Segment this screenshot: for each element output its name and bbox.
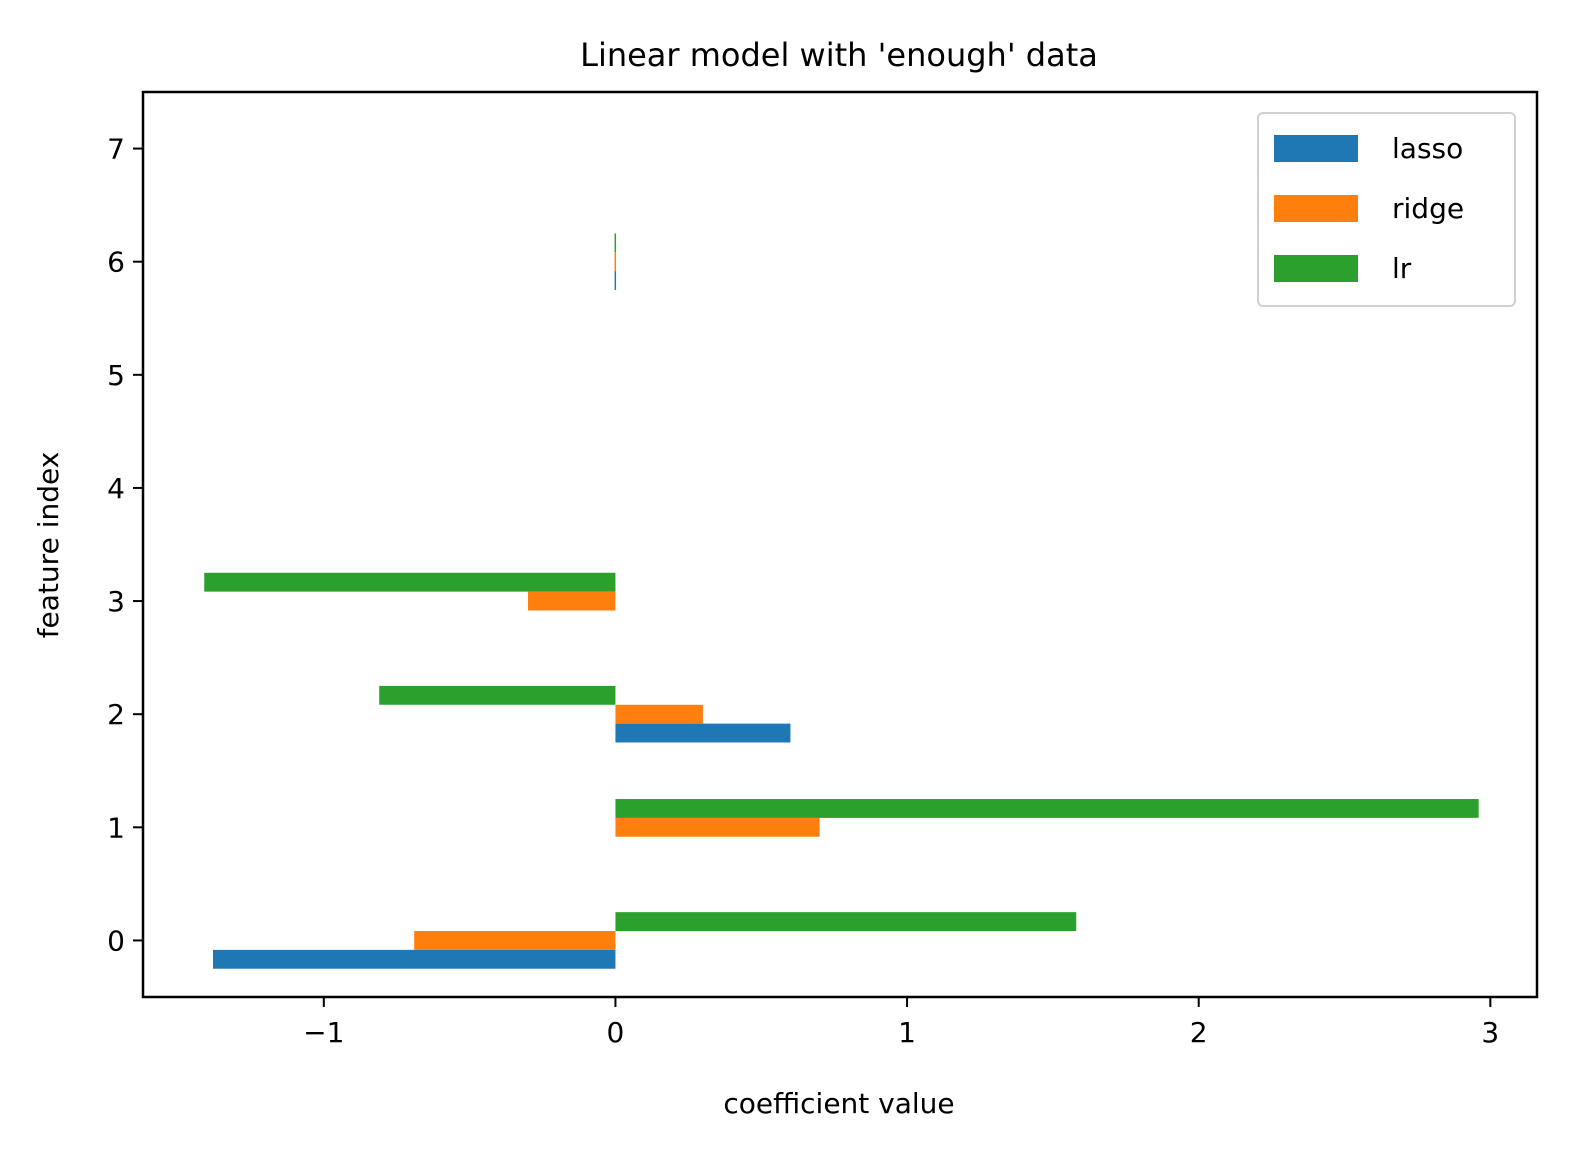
y-tick-label: 6	[107, 246, 125, 279]
bar-lasso-2	[615, 723, 791, 743]
x-axis-label: coefficient value	[723, 1087, 954, 1120]
legend-label-lr: lr	[1392, 252, 1412, 285]
x-tick-label: 0	[607, 1016, 625, 1049]
chart-title: Linear model with 'enough' data	[580, 36, 1098, 74]
legend-swatch-lr	[1274, 255, 1358, 282]
y-tick-label: 1	[107, 811, 125, 844]
legend-label-lasso: lasso	[1392, 132, 1463, 165]
bars-group	[204, 233, 1479, 969]
x-tick-label: 3	[1481, 1016, 1499, 1049]
x-tick-label: 2	[1190, 1016, 1208, 1049]
legend: lasso ridge lr	[1257, 112, 1516, 307]
bar-lr-3	[204, 572, 616, 592]
bar-ridge-2	[615, 704, 703, 724]
bar-lr-0	[615, 912, 1077, 932]
legend-swatch-ridge	[1274, 195, 1358, 222]
bar-lr-1	[615, 799, 1479, 818]
y-axis-ticks: 0 1 2 3 4 5 6 7	[107, 133, 143, 957]
y-tick-label: 4	[107, 472, 125, 505]
bar-ridge-6	[614, 252, 617, 272]
bar-ridge-3	[527, 591, 616, 611]
legend-label-ridge: ridge	[1392, 192, 1464, 225]
y-tick-label: 3	[107, 585, 125, 618]
bar-lasso-6	[614, 271, 617, 290]
y-tick-label: 5	[107, 359, 125, 392]
x-tick-label: −1	[303, 1016, 344, 1049]
bar-lr-6	[614, 233, 617, 253]
bar-lr-2	[379, 685, 616, 705]
y-tick-label: 7	[107, 133, 125, 166]
y-tick-label: 2	[107, 698, 125, 731]
y-axis-label: feature index	[32, 452, 65, 639]
bar-ridge-1	[615, 817, 820, 837]
bar-lasso-0	[212, 949, 616, 969]
legend-swatch-lasso	[1274, 135, 1358, 162]
x-axis-ticks: −1 0 1 2 3	[303, 997, 1499, 1049]
y-tick-label: 0	[107, 924, 125, 957]
plot-frame	[141, 90, 1539, 999]
x-tick-label: 1	[898, 1016, 916, 1049]
bar-ridge-0	[414, 931, 616, 950]
